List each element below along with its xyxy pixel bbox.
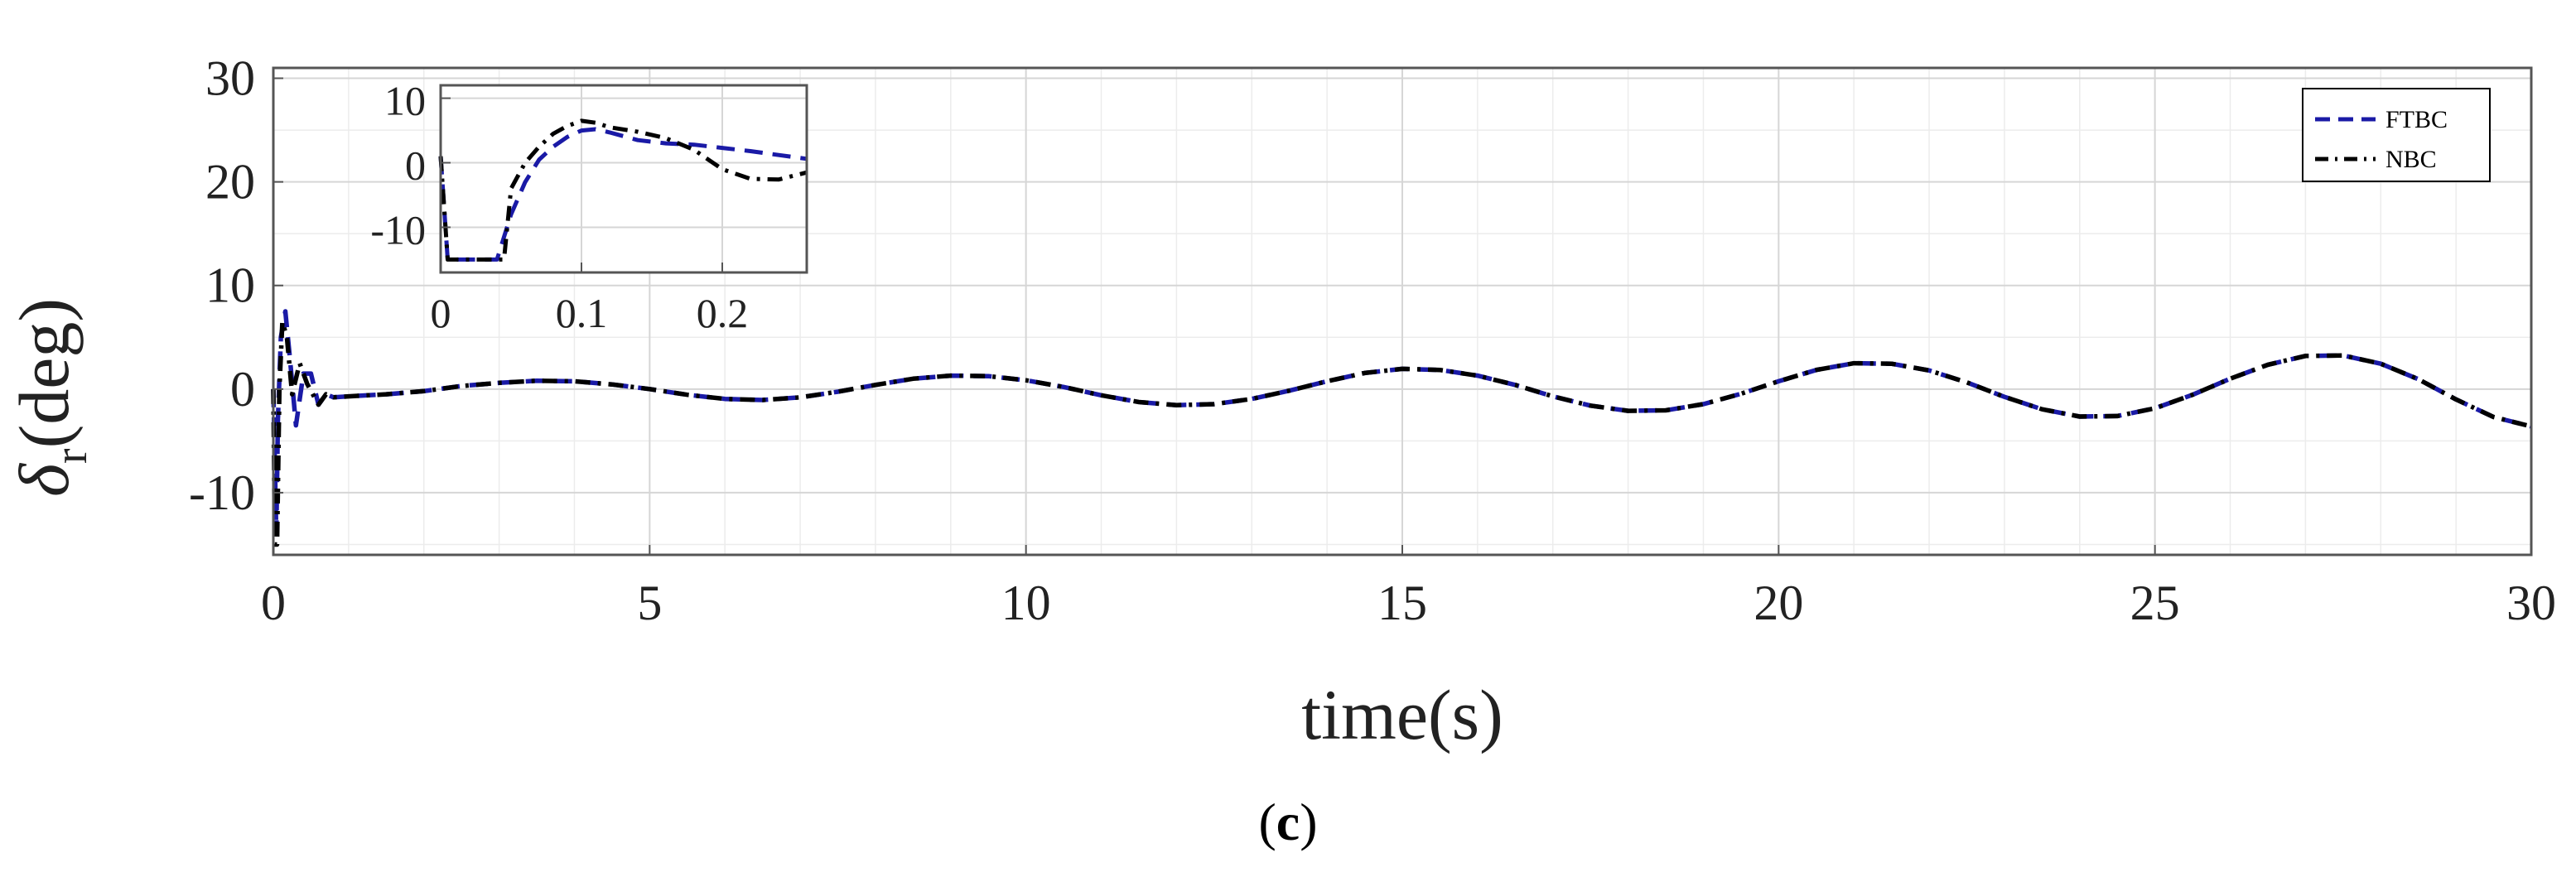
legend-label-nbc: NBC — [2385, 146, 2437, 173]
legend-label-ftbc: FTBC — [2385, 106, 2448, 133]
inset-series-nbc — [438, 118, 808, 262]
inset-xtick-label: 0.1 — [556, 290, 608, 336]
main-ytick-label: -10 — [189, 465, 255, 520]
inset-ytick-label: 10 — [384, 78, 426, 124]
inset-ytick-label: -10 — [370, 206, 426, 253]
inset-plot-frame — [439, 84, 808, 274]
legend-box — [2302, 88, 2491, 182]
y-label-subscript: r — [46, 448, 97, 464]
main-xtick-label: 5 — [637, 576, 662, 630]
svg-text:δr(deg): δr(deg) — [4, 298, 97, 497]
figure-caption: (c) — [1258, 793, 1317, 851]
main-xtick-label: 10 — [1001, 576, 1051, 630]
inset-xtick-label: 0 — [431, 290, 451, 336]
main-xtick-label: 0 — [261, 576, 286, 630]
inset-series-ftbc — [438, 127, 808, 262]
y-label-symbol: δ — [4, 462, 84, 497]
main-series-nbc — [271, 319, 2532, 547]
main-ytick-label: 30 — [205, 51, 255, 106]
legend: FTBC NBC — [2302, 88, 2491, 182]
main-xtick-label: 20 — [1754, 576, 1803, 630]
main-ytick-label: 20 — [205, 155, 255, 210]
x-axis-label: time(s) — [1301, 675, 1503, 754]
caption-letter: c — [1276, 793, 1300, 851]
main-xtick-label: 30 — [2506, 576, 2556, 630]
inset-xtick-label: 0.2 — [697, 290, 749, 336]
y-axis-label: δr(deg) — [4, 298, 97, 497]
main-ytick-label: 0 — [230, 362, 255, 417]
main-xtick-label: 25 — [2130, 576, 2180, 630]
main-series — [271, 309, 2532, 547]
inset-ytick-label: 0 — [405, 142, 426, 189]
caption-close: ) — [1300, 793, 1317, 851]
inset-background — [441, 85, 807, 272]
y-label-unit: (deg) — [4, 298, 84, 448]
caption-open: ( — [1258, 793, 1276, 851]
main-ytick-label: 10 — [205, 258, 255, 313]
inset-series — [438, 118, 808, 262]
main-xtick-label: 15 — [1377, 576, 1427, 630]
